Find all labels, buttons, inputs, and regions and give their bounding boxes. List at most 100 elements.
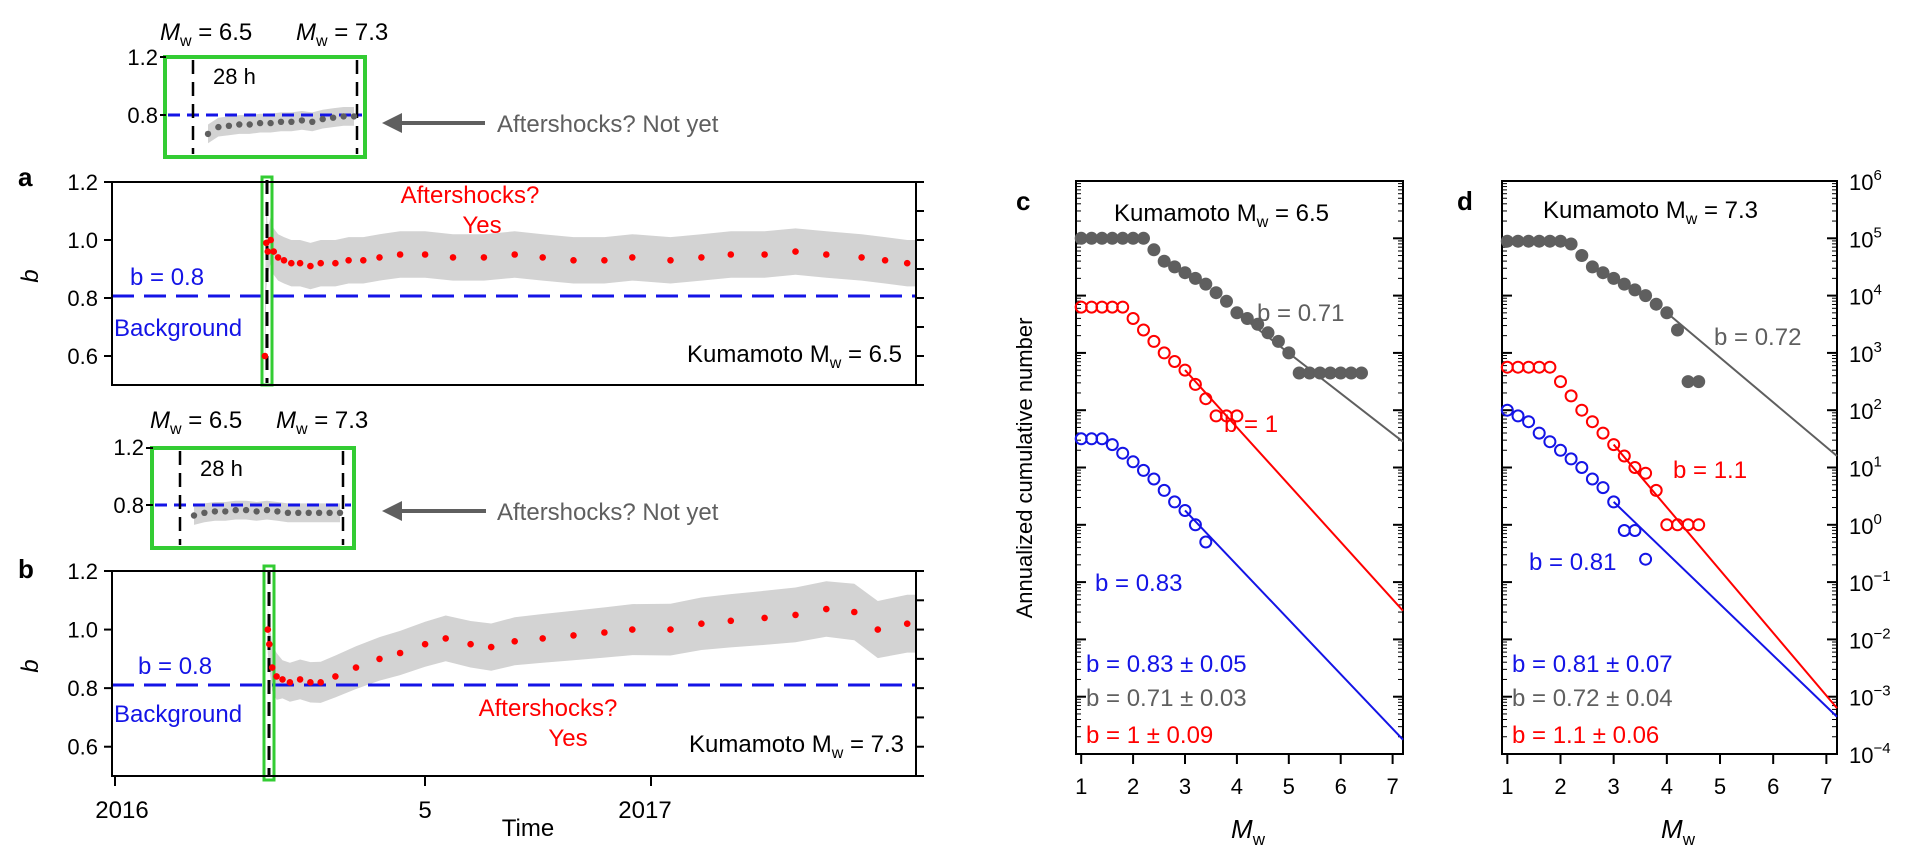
- d-ytick-label: 10−1: [1849, 568, 1891, 596]
- a-point: [267, 236, 275, 244]
- title-value: = 7.3: [1697, 197, 1758, 224]
- ytick-base: 10: [1849, 686, 1873, 711]
- b-point: [851, 608, 858, 616]
- c-point-red: [1168, 355, 1182, 368]
- a-point: [698, 254, 705, 261]
- a-ytick-label: 1.0: [67, 228, 98, 253]
- inset_b-point: [284, 509, 292, 516]
- ytick-exponent: −3: [1873, 683, 1890, 700]
- panel-d-title: Kumamoto Mw = 7.3: [1543, 197, 1758, 228]
- b-point: [332, 673, 339, 680]
- b-point: [266, 640, 273, 648]
- d-point-gray: [1500, 234, 1514, 248]
- d-point-red: [1564, 389, 1578, 403]
- b-point: [570, 632, 577, 639]
- c-point-blue: [1126, 455, 1140, 469]
- c-point-gray: [1251, 317, 1265, 331]
- b-point: [317, 679, 325, 686]
- panel-b-points: [264, 605, 911, 686]
- c-point-gray: [1313, 366, 1327, 380]
- d-point-blue: [1607, 495, 1621, 509]
- a-point: [296, 259, 304, 267]
- ytick-exponent: 4: [1873, 282, 1881, 299]
- inset-b-points: [190, 506, 344, 519]
- c-xtick-label: 1: [1075, 774, 1087, 799]
- d-point-red: [1500, 360, 1514, 374]
- inset_b-point: [190, 512, 198, 519]
- a-ytick-label: 0.8: [67, 286, 98, 311]
- d-point-red: [1554, 375, 1567, 389]
- panel-c-axes: 1 2 3 4 5 6 7: [1075, 180, 1403, 799]
- c-point-gray: [1085, 231, 1099, 245]
- d-point-red: [1511, 360, 1525, 374]
- panel-d-summary-gray: b = 0.72 ± 0.04: [1512, 685, 1673, 712]
- inset-b-callout: Aftershocks? Not yet: [497, 499, 719, 526]
- a-point: [345, 257, 352, 264]
- inset_a-point: [236, 121, 243, 128]
- a-point: [396, 251, 404, 258]
- panel-a-aftershocks-label: Aftershocks?: [401, 182, 540, 209]
- b-point: [279, 676, 286, 683]
- inset-a-mw65-label: Mw = 6.5: [160, 19, 252, 50]
- d-point-red: [1692, 518, 1706, 532]
- c-point-gray: [1199, 277, 1213, 291]
- d-point-gray: [1617, 277, 1631, 291]
- d-ytick-label: 102: [1849, 396, 1882, 424]
- d-point-red: [1639, 466, 1653, 480]
- d-point-red: [1596, 426, 1610, 440]
- d-point-blue: [1554, 443, 1567, 457]
- title-subscript: w: [1685, 211, 1698, 228]
- a-band-shape: [264, 196, 916, 385]
- d-point-red: [1532, 360, 1546, 374]
- a-point: [903, 259, 911, 267]
- b-point: [761, 614, 768, 622]
- a-point: [332, 259, 339, 267]
- d-point-gray: [1681, 375, 1695, 389]
- a-point: [264, 248, 272, 255]
- c-point-gray: [1074, 231, 1088, 245]
- d-point-gray: [1511, 234, 1525, 248]
- b-point: [273, 673, 280, 680]
- panel-a-yaxis: 0.6 0.8 1.0 1.2: [67, 170, 924, 386]
- ytick-base: 10: [1849, 628, 1873, 653]
- inset_a-point: [215, 123, 222, 131]
- d-ytick-label: 101: [1849, 454, 1882, 482]
- d-point-gray: [1554, 234, 1567, 248]
- b-point: [874, 626, 882, 633]
- c-point-gray: [1126, 231, 1140, 245]
- inset_b-point: [232, 506, 239, 514]
- inset_b-point: [263, 506, 271, 514]
- c-point-gray: [1355, 366, 1368, 380]
- c-point-gray: [1178, 266, 1192, 280]
- b-point: [727, 617, 735, 625]
- inset_a-point: [350, 113, 358, 120]
- panel-b-xtick-2017: 2017: [618, 797, 671, 824]
- ytick-exponent: 1: [1873, 454, 1881, 471]
- c-point-blue: [1095, 432, 1109, 446]
- d-xtick-label: 3: [1608, 774, 1620, 799]
- b-ytick-label: 0.8: [67, 676, 98, 701]
- title-subscript: w: [1256, 214, 1269, 231]
- d-point-blue: [1511, 409, 1525, 423]
- a-point: [288, 259, 295, 267]
- a-point: [376, 254, 383, 261]
- b-ytick-label: 0.6: [67, 735, 98, 760]
- panel-a-points: [261, 236, 911, 360]
- inset_b-point: [222, 508, 229, 515]
- c-point-red: [1178, 363, 1192, 377]
- ytick-exponent: −1: [1873, 568, 1890, 585]
- d-point-blue: [1628, 524, 1642, 537]
- c-point-gray: [1282, 346, 1296, 360]
- ytick-exponent: 5: [1873, 224, 1881, 241]
- d-xtick-label: 5: [1714, 774, 1726, 799]
- panel-c-b-blue: b = 0.83: [1095, 570, 1182, 597]
- panel-d-summary-red: b = 1.1 ± 0.06: [1512, 722, 1659, 749]
- inset-a-callout-arrowhead: [382, 113, 402, 133]
- c-xtick-label: 5: [1283, 774, 1295, 799]
- c-point-gray: [1095, 231, 1109, 245]
- b-point: [539, 635, 546, 642]
- panel-d-b-gray: b = 0.72: [1714, 324, 1801, 351]
- d-point-blue: [1522, 415, 1536, 429]
